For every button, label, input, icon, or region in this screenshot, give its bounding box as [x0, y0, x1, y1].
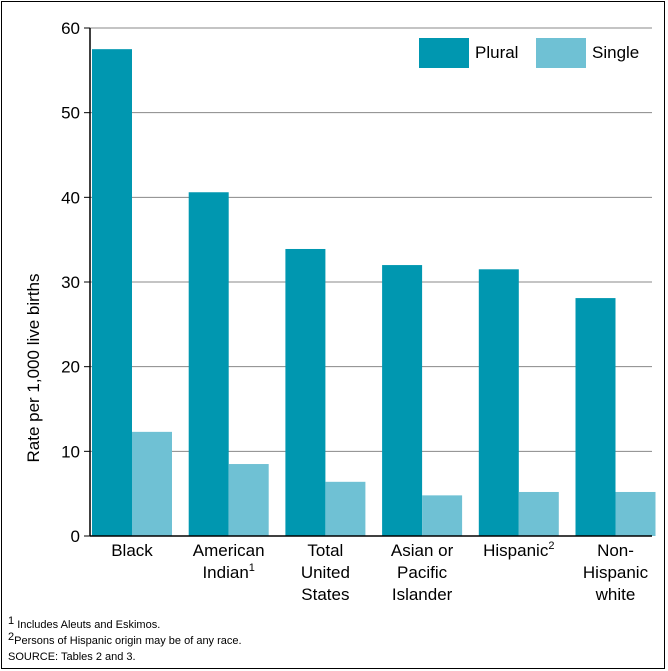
- legend-label-plural: Plural: [475, 43, 519, 62]
- y-tick-label: 0: [71, 527, 80, 546]
- footnote-source: SOURCE: Tables 2 and 3.: [8, 649, 242, 665]
- footnote-1-text: Includes Aleuts and Eskimos.: [17, 619, 161, 631]
- x-tick-label: Asian or Pacific Islander: [390, 541, 454, 604]
- footnote-1-marker: 1: [8, 615, 15, 627]
- y-tick-label: 60: [61, 19, 80, 38]
- x-tick-label: Hispanic2: [483, 540, 555, 561]
- footnote-2-text: Persons of Hispanic origin may be of any…: [14, 635, 242, 647]
- x-tick-label: Non- Hispanic white: [582, 541, 649, 604]
- legend-item-plural: Plural: [419, 38, 518, 68]
- bar-single: [228, 464, 269, 536]
- x-tick-label: American Indian1: [192, 541, 265, 582]
- bar-single: [518, 491, 559, 536]
- bar-plural: [575, 298, 616, 536]
- footnote-2-marker: 2: [8, 631, 15, 643]
- bar-single: [422, 495, 463, 536]
- y-tick-label: 10: [61, 442, 80, 461]
- x-tick-label: Total United States: [300, 541, 350, 604]
- bar-plural: [188, 192, 229, 536]
- x-tick-label: Black: [111, 541, 153, 560]
- legend-swatch-plural: [419, 38, 469, 68]
- y-tick-label: 30: [61, 273, 80, 292]
- bar-plural: [285, 248, 326, 537]
- x-tick-label-footnote-marker: 2: [548, 540, 555, 552]
- footnote-1: 1 Includes Aleuts and Eskimos.: [8, 615, 242, 633]
- bar-single: [325, 481, 366, 536]
- legend-item-single: Single: [536, 38, 639, 68]
- y-axis-label: Rate per 1,000 live births: [24, 273, 43, 463]
- bar-plural: [92, 49, 132, 537]
- bar-plural: [382, 265, 423, 536]
- footnotes: 1 Includes Aleuts and Eskimos. 2Persons …: [8, 615, 242, 665]
- bar-single: [615, 491, 656, 536]
- footnote-2: 2Persons of Hispanic origin may be of an…: [8, 631, 242, 649]
- legend-swatch-single: [536, 38, 586, 68]
- bar-plural: [478, 269, 519, 536]
- bar-single: [132, 431, 172, 536]
- y-tick-label: 50: [61, 104, 80, 123]
- x-tick-label-footnote-marker: 1: [248, 562, 255, 574]
- y-tick-label: 40: [61, 188, 80, 207]
- y-tick-label: 20: [61, 358, 80, 377]
- legend-label-single: Single: [592, 43, 640, 62]
- source-text: SOURCE: Tables 2 and 3.: [8, 651, 136, 663]
